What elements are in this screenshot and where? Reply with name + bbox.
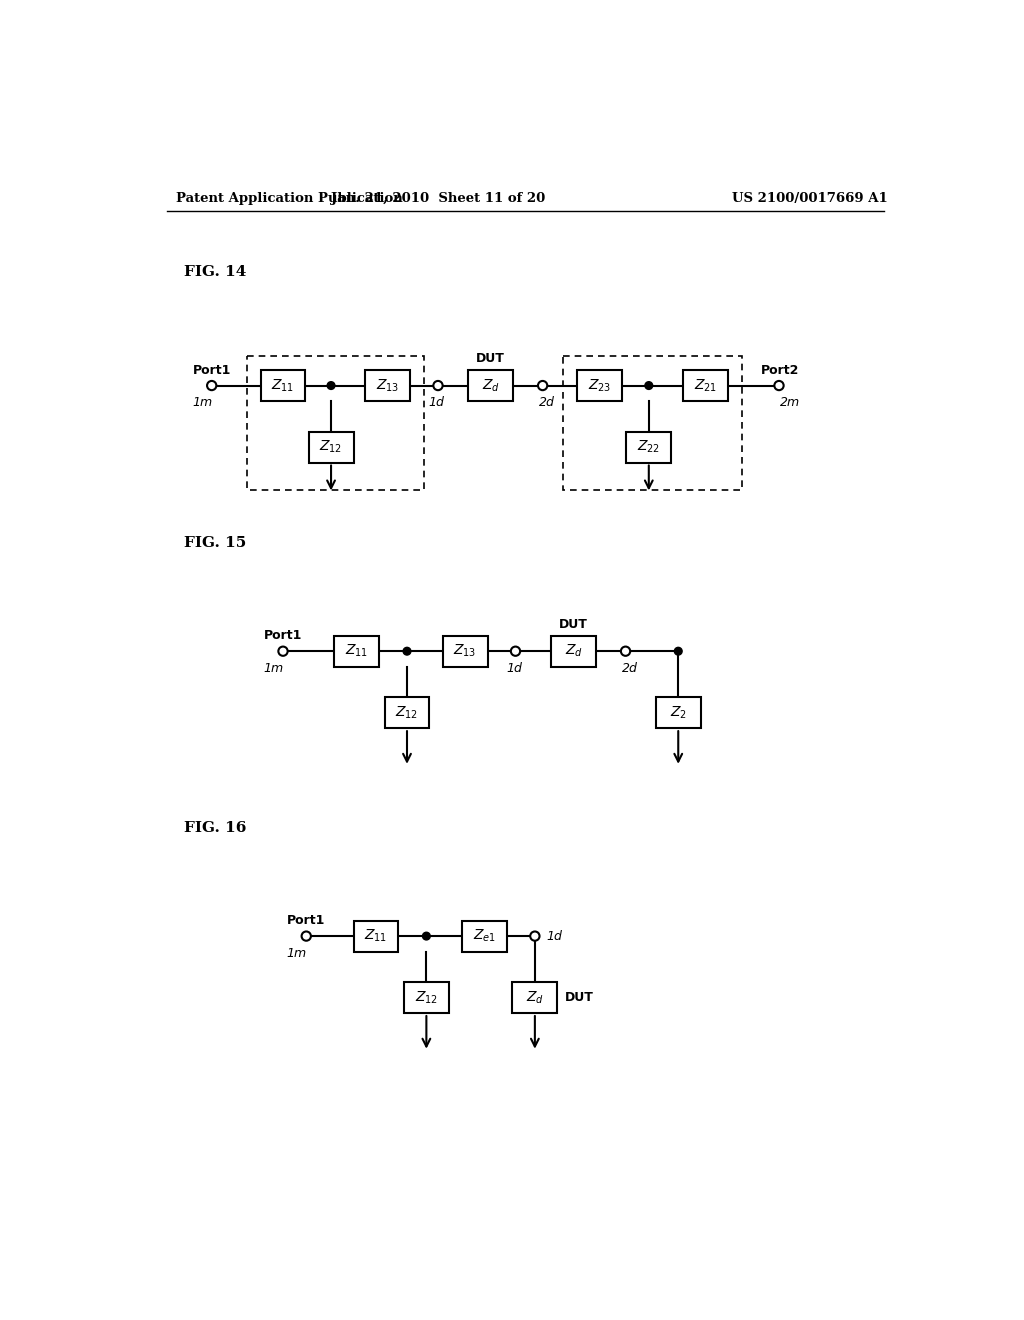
FancyBboxPatch shape (577, 370, 622, 401)
Text: $Z_d$: $Z_d$ (564, 643, 583, 660)
Text: Patent Application Publication: Patent Application Publication (176, 191, 402, 205)
Circle shape (538, 381, 547, 391)
Text: $Z_{11}$: $Z_{11}$ (345, 643, 369, 660)
Text: FIG. 16: FIG. 16 (183, 821, 246, 836)
FancyBboxPatch shape (442, 636, 487, 667)
FancyBboxPatch shape (683, 370, 728, 401)
Circle shape (328, 381, 335, 389)
FancyBboxPatch shape (308, 432, 353, 462)
Text: $Z_{21}$: $Z_{21}$ (693, 378, 717, 393)
FancyBboxPatch shape (512, 982, 557, 1014)
FancyBboxPatch shape (353, 921, 398, 952)
Circle shape (403, 647, 411, 655)
Circle shape (675, 647, 682, 655)
Text: $Z_{22}$: $Z_{22}$ (637, 440, 660, 455)
Text: $Z_{11}$: $Z_{11}$ (365, 928, 388, 944)
Text: Port2: Port2 (762, 363, 800, 376)
Text: $Z_{12}$: $Z_{12}$ (319, 440, 343, 455)
Circle shape (621, 647, 630, 656)
Text: 2m: 2m (780, 396, 800, 409)
Text: 2d: 2d (539, 396, 554, 409)
Text: 1m: 1m (287, 946, 307, 960)
Text: $Z_{e1}$: $Z_{e1}$ (473, 928, 496, 944)
Text: $Z_{12}$: $Z_{12}$ (415, 990, 438, 1006)
Text: $Z_d$: $Z_d$ (526, 990, 544, 1006)
Text: $Z_{11}$: $Z_{11}$ (271, 378, 295, 393)
Text: $Z_{23}$: $Z_{23}$ (588, 378, 611, 393)
FancyBboxPatch shape (403, 982, 449, 1014)
Text: 1d: 1d (428, 396, 444, 409)
Text: US 2100/0017669 A1: US 2100/0017669 A1 (732, 191, 888, 205)
Text: DUT: DUT (559, 618, 588, 631)
Text: $Z_2$: $Z_2$ (670, 705, 687, 721)
FancyBboxPatch shape (551, 636, 596, 667)
Text: 2d: 2d (622, 661, 637, 675)
Text: $Z_{13}$: $Z_{13}$ (454, 643, 477, 660)
FancyBboxPatch shape (627, 432, 672, 462)
FancyBboxPatch shape (366, 370, 410, 401)
Text: Port1: Port1 (264, 630, 302, 643)
FancyBboxPatch shape (334, 636, 379, 667)
Circle shape (302, 932, 311, 941)
Circle shape (774, 381, 783, 391)
Bar (563, 356, 741, 490)
Text: 1d: 1d (547, 929, 562, 942)
Circle shape (207, 381, 216, 391)
Circle shape (645, 381, 652, 389)
Circle shape (511, 647, 520, 656)
Text: FIG. 15: FIG. 15 (183, 536, 246, 550)
Text: Port1: Port1 (193, 363, 230, 376)
Text: FIG. 14: FIG. 14 (183, 265, 246, 280)
Text: 1m: 1m (193, 396, 212, 409)
Text: DUT: DUT (476, 352, 505, 366)
FancyBboxPatch shape (462, 921, 507, 952)
FancyBboxPatch shape (260, 370, 305, 401)
Text: $Z_{12}$: $Z_{12}$ (395, 705, 419, 721)
Text: 1m: 1m (263, 661, 284, 675)
Text: 1d: 1d (506, 661, 522, 675)
Text: $Z_{13}$: $Z_{13}$ (376, 378, 399, 393)
Text: $Z_d$: $Z_d$ (481, 378, 500, 393)
Circle shape (530, 932, 540, 941)
FancyBboxPatch shape (385, 697, 429, 729)
Circle shape (423, 932, 430, 940)
Circle shape (279, 647, 288, 656)
Text: DUT: DUT (565, 991, 594, 1005)
Text: Jan. 21, 2010  Sheet 11 of 20: Jan. 21, 2010 Sheet 11 of 20 (331, 191, 545, 205)
FancyBboxPatch shape (655, 697, 700, 729)
Bar (247, 356, 424, 490)
Text: Port1: Port1 (287, 915, 326, 927)
Circle shape (433, 381, 442, 391)
FancyBboxPatch shape (468, 370, 513, 401)
